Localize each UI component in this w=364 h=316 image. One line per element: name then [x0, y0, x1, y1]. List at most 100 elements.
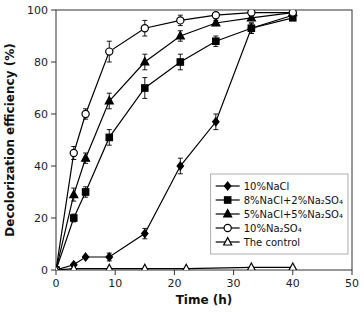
point [106, 134, 112, 140]
y-tick [51, 114, 56, 115]
point [82, 253, 88, 261]
error-bar [71, 214, 76, 222]
error-cap [213, 46, 218, 47]
point [248, 25, 254, 31]
error-bar [107, 130, 112, 146]
y-axis-label: Decolorization efficiency (%) [3, 43, 17, 236]
x-tick-label: 0 [53, 277, 60, 290]
error-cap [142, 98, 147, 99]
x-tick [56, 270, 57, 275]
point [82, 154, 90, 161]
point [177, 162, 183, 170]
error-cap [83, 108, 88, 109]
chart: 01020304050020406080100Time (h)Decoloriz… [0, 0, 364, 316]
error-cap [71, 146, 76, 147]
error-cap [142, 36, 147, 37]
point [70, 190, 78, 197]
point [289, 10, 296, 16]
legend: 10%NaCl8%NaCl+2%Na₂SO₄5%NaCl+5%Na₂SO₄10%… [211, 174, 348, 254]
x-tick-label: 30 [227, 277, 241, 290]
point [247, 263, 255, 270]
point [82, 189, 88, 195]
error-cap [83, 197, 88, 198]
error-cap [83, 186, 88, 187]
error-cap [107, 108, 112, 109]
legend-marker [224, 238, 232, 245]
y-tick-label: 40 [34, 160, 48, 173]
error-cap [71, 201, 76, 202]
point [177, 17, 184, 24]
legend-marker [224, 197, 230, 203]
x-tick [352, 270, 353, 275]
x-tick-label: 10 [108, 277, 122, 290]
y-tick-label: 80 [34, 56, 48, 69]
point [105, 97, 113, 104]
x-tick-label: 20 [167, 277, 181, 290]
point [142, 85, 148, 91]
x-tick [233, 270, 234, 275]
point [106, 253, 112, 261]
y-tick [51, 10, 56, 11]
point [141, 264, 149, 270]
y-tick [51, 218, 56, 219]
error-cap [142, 20, 147, 21]
error-cap [107, 93, 112, 94]
point [212, 12, 219, 19]
x-tick [115, 270, 116, 275]
legend-label: The control [243, 237, 300, 248]
error-cap [83, 119, 88, 120]
point [212, 19, 220, 26]
error-cap [249, 33, 254, 34]
y-tick-label: 0 [41, 264, 48, 277]
point [142, 230, 148, 238]
point [141, 58, 149, 65]
error-cap [107, 41, 112, 42]
error-cap [83, 163, 88, 164]
point [213, 38, 219, 44]
point [70, 149, 77, 156]
error-cap [107, 129, 112, 130]
legend-marker [224, 210, 232, 217]
error-cap [142, 69, 147, 70]
error-cap [71, 188, 76, 189]
legend-marker [224, 182, 230, 190]
point [105, 264, 113, 270]
error-cap [178, 158, 183, 159]
legend-box [211, 174, 348, 254]
plot-frame [56, 10, 352, 270]
x-axis-label: Time (h) [176, 293, 233, 307]
error-cap [107, 145, 112, 146]
error-cap [178, 25, 183, 26]
error-bar [142, 228, 147, 238]
point [106, 48, 113, 55]
point [71, 215, 77, 221]
x-tick-label: 50 [345, 277, 359, 290]
y-tick [51, 270, 56, 271]
error-bar [142, 78, 147, 99]
legend-label: 10%NaCl [244, 181, 290, 192]
error-cap [213, 36, 218, 37]
error-cap [178, 41, 183, 42]
point [176, 32, 184, 39]
error-cap [249, 33, 254, 34]
legend-label: 8%NaCl+2%Na₂SO₄ [244, 195, 343, 206]
error-cap [213, 114, 218, 115]
x-tick [174, 270, 175, 275]
point [213, 118, 219, 126]
error-cap [71, 159, 76, 160]
error-bar [249, 23, 254, 33]
error-cap [107, 62, 112, 63]
point [182, 264, 190, 270]
error-cap [142, 77, 147, 78]
error-bar [178, 158, 183, 174]
point [289, 263, 297, 270]
x-tick-label: 40 [286, 277, 300, 290]
y-tick [51, 62, 56, 63]
point [70, 264, 78, 270]
error-bar [213, 114, 218, 130]
point [82, 110, 89, 117]
point [56, 266, 59, 270]
error-bar [213, 36, 218, 46]
y-tick-label: 20 [34, 212, 48, 225]
error-cap [213, 129, 218, 130]
